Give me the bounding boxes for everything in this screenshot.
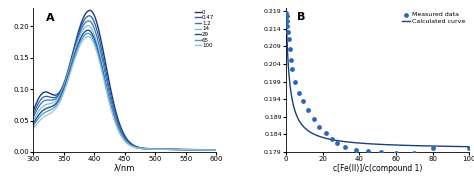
Measured data [283, 19, 291, 22]
Measured data [429, 147, 437, 150]
Calculated curve [370, 143, 376, 145]
Measured data [465, 147, 473, 150]
Measured data [322, 132, 330, 135]
Measured data [299, 99, 306, 102]
Text: A: A [46, 13, 55, 23]
Measured data [410, 152, 418, 155]
Measured data [334, 142, 341, 145]
Legend: Measured data, Calculated curve: Measured data, Calculated curve [401, 11, 466, 25]
Measured data [377, 150, 385, 154]
Calculated curve [283, 7, 289, 10]
Calculated curve [383, 143, 388, 146]
Measured data [282, 11, 290, 14]
Measured data [352, 148, 359, 151]
X-axis label: c[Fe(II)]/c(compound 1): c[Fe(II)]/c(compound 1) [333, 164, 422, 173]
Legend: 0, 0.47, 1.2, 14, 29, 65, 100: 0, 0.47, 1.2, 14, 29, 65, 100 [195, 9, 215, 49]
Measured data [283, 15, 291, 18]
Measured data [285, 38, 292, 41]
Measured data [283, 24, 291, 27]
Measured data [292, 80, 299, 83]
Measured data [304, 109, 312, 112]
Measured data [284, 31, 292, 34]
Measured data [295, 91, 303, 94]
Calculated curve [371, 143, 377, 145]
Calculated curve [392, 144, 398, 146]
Line: Calculated curve: Calculated curve [286, 8, 469, 147]
Measured data [310, 117, 317, 120]
Measured data [341, 145, 348, 148]
Measured data [392, 151, 400, 154]
Measured data [315, 125, 323, 128]
Calculated curve [433, 145, 439, 147]
Text: B: B [297, 12, 305, 22]
Measured data [289, 68, 296, 71]
Measured data [365, 150, 372, 153]
Measured data [286, 48, 293, 51]
Calculated curve [466, 146, 472, 148]
Calculated curve [462, 146, 468, 148]
Measured data [328, 137, 336, 140]
X-axis label: λ/nm: λ/nm [114, 164, 136, 173]
Measured data [287, 59, 295, 62]
